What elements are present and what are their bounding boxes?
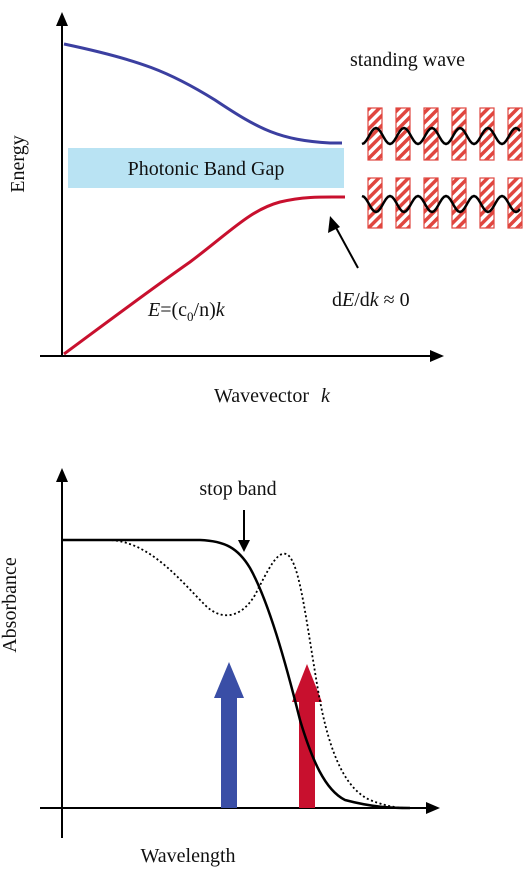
bottom-x-axis-label: Wavelength <box>140 845 235 867</box>
absorbance-curve-solid <box>62 538 411 810</box>
dielectric-block <box>395 177 411 229</box>
dielectric-block <box>507 107 523 161</box>
bottom-x-axis-arrowhead <box>426 802 440 814</box>
standing-wave-row-lower <box>367 177 523 229</box>
band-gap-region <box>68 148 344 188</box>
lower-band-curve <box>63 195 346 356</box>
blue-excitation-arrow <box>214 662 244 808</box>
band-edge-pointer-arrow <box>333 223 359 269</box>
top-x-axis-label: Wavevector k <box>214 385 331 407</box>
dielectric-block <box>423 177 439 229</box>
top-panel: Photonic Band Gap E=(c0/n)k dE/dk ≈ 0 st… <box>7 12 523 407</box>
bottom-y-axis-label: Absorbance <box>0 557 21 653</box>
group-velocity-label: dE/dk ≈ 0 <box>332 289 410 311</box>
stop-band-label: stop band <box>199 478 276 500</box>
upper-band-curve <box>63 42 342 145</box>
dielectric-block <box>507 177 523 229</box>
standing-wave-curve-lower <box>361 194 521 214</box>
band-gap-label: Photonic Band Gap <box>128 158 285 180</box>
dispersion-relation-label: E=(c0/n)k <box>147 299 226 324</box>
top-x-axis-arrowhead <box>430 350 444 362</box>
bottom-y-axis-arrowhead <box>56 468 68 482</box>
red-excitation-arrow <box>292 664 322 808</box>
standing-wave-curve-upper <box>361 126 521 146</box>
standing-wave-label: standing wave <box>350 49 465 71</box>
top-y-axis-arrowhead <box>56 12 68 26</box>
band-edge-pointer-arrowhead <box>328 216 340 233</box>
bottom-panel: stop band Absorbance Wavelength <box>0 468 440 867</box>
dielectric-block <box>451 177 467 229</box>
top-y-axis-label: Energy <box>7 135 29 192</box>
dielectric-block <box>367 177 383 229</box>
dielectric-block <box>479 177 495 229</box>
standing-wave-row-upper <box>367 107 523 161</box>
stop-band-arrowhead <box>238 540 250 552</box>
